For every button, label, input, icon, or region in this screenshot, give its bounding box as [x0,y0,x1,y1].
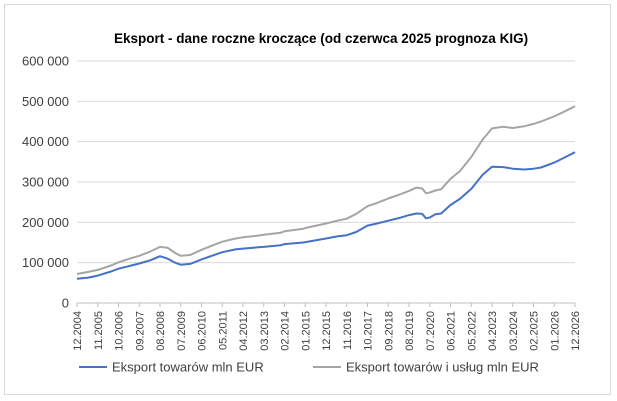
x-tick-label: 11.2005 [93,311,105,350]
x-tick-label: 01.2026 [549,311,561,351]
legend-label: Eksport towarów i usług mln EUR [346,360,539,375]
y-axis: 0 100 000 200 000 300 000 400 000 500 000 600 … [22,54,69,311]
x-tick-label: 12.2004 [72,311,84,351]
x-tick-label: 04.2023 [487,311,499,351]
x-tick-label: 09.2018 [383,311,395,351]
x-axis: 12.2004 11.2005 10.2006 09.2007 08.2008 07.20… [72,303,582,351]
x-tick-label: 10.2006 [114,311,126,351]
x-tick-label: 06.2021 [446,311,458,351]
grid-lines [77,60,575,304]
series-group [76,105,576,280]
x-tick-label: 07.2009 [176,311,188,351]
line-chart: Eksport - dane roczne kroczące (od czerw… [22,31,582,375]
series-line-1 [76,151,576,280]
x-tick-label: 07.2020 [425,311,437,351]
y-tick-label: 500 000 [22,94,69,109]
legend-label: Eksport towarów mln EUR [112,360,264,375]
x-tick-label: 03.2013 [259,311,271,351]
y-tick-label: 100 000 [22,255,69,270]
x-tick-label: 06.2010 [197,311,209,351]
x-tick-label: 04.2012 [238,311,250,351]
y-tick-label: 0 [62,296,69,311]
chart-frame: Eksport - dane roczne kroczące (od czerw… [4,4,611,395]
x-tick-label: 03.2024 [508,311,520,351]
x-tick-label: 12.2015 [321,311,333,351]
x-tick-label: 08.2008 [155,311,167,351]
x-tick-label: 01.2015 [300,311,312,351]
y-tick-label: 400 000 [22,134,69,149]
series-line-2 [76,105,576,275]
x-tick-label: 08.2019 [404,311,416,351]
x-tick-label: 09.2007 [134,311,146,351]
x-tick-label: 02.2014 [280,311,292,351]
y-tick-label: 200 000 [22,215,69,230]
x-tick-label: 12.2026 [570,311,582,351]
x-tick-label: 05.2022 [466,311,478,351]
x-tick-label: 11.2016 [342,311,354,350]
chart-title: Eksport - dane roczne kroczące (od czerw… [114,31,528,46]
x-tick-label: 02.2025 [529,311,541,351]
y-tick-label: 300 000 [22,175,69,190]
y-tick-label: 600 000 [22,54,69,69]
x-tick-label: 05.2011 [217,311,229,350]
legend: Eksport towarów mln EUR Eksport towarów i… [79,360,539,375]
x-tick-label: 10.2017 [363,311,375,351]
